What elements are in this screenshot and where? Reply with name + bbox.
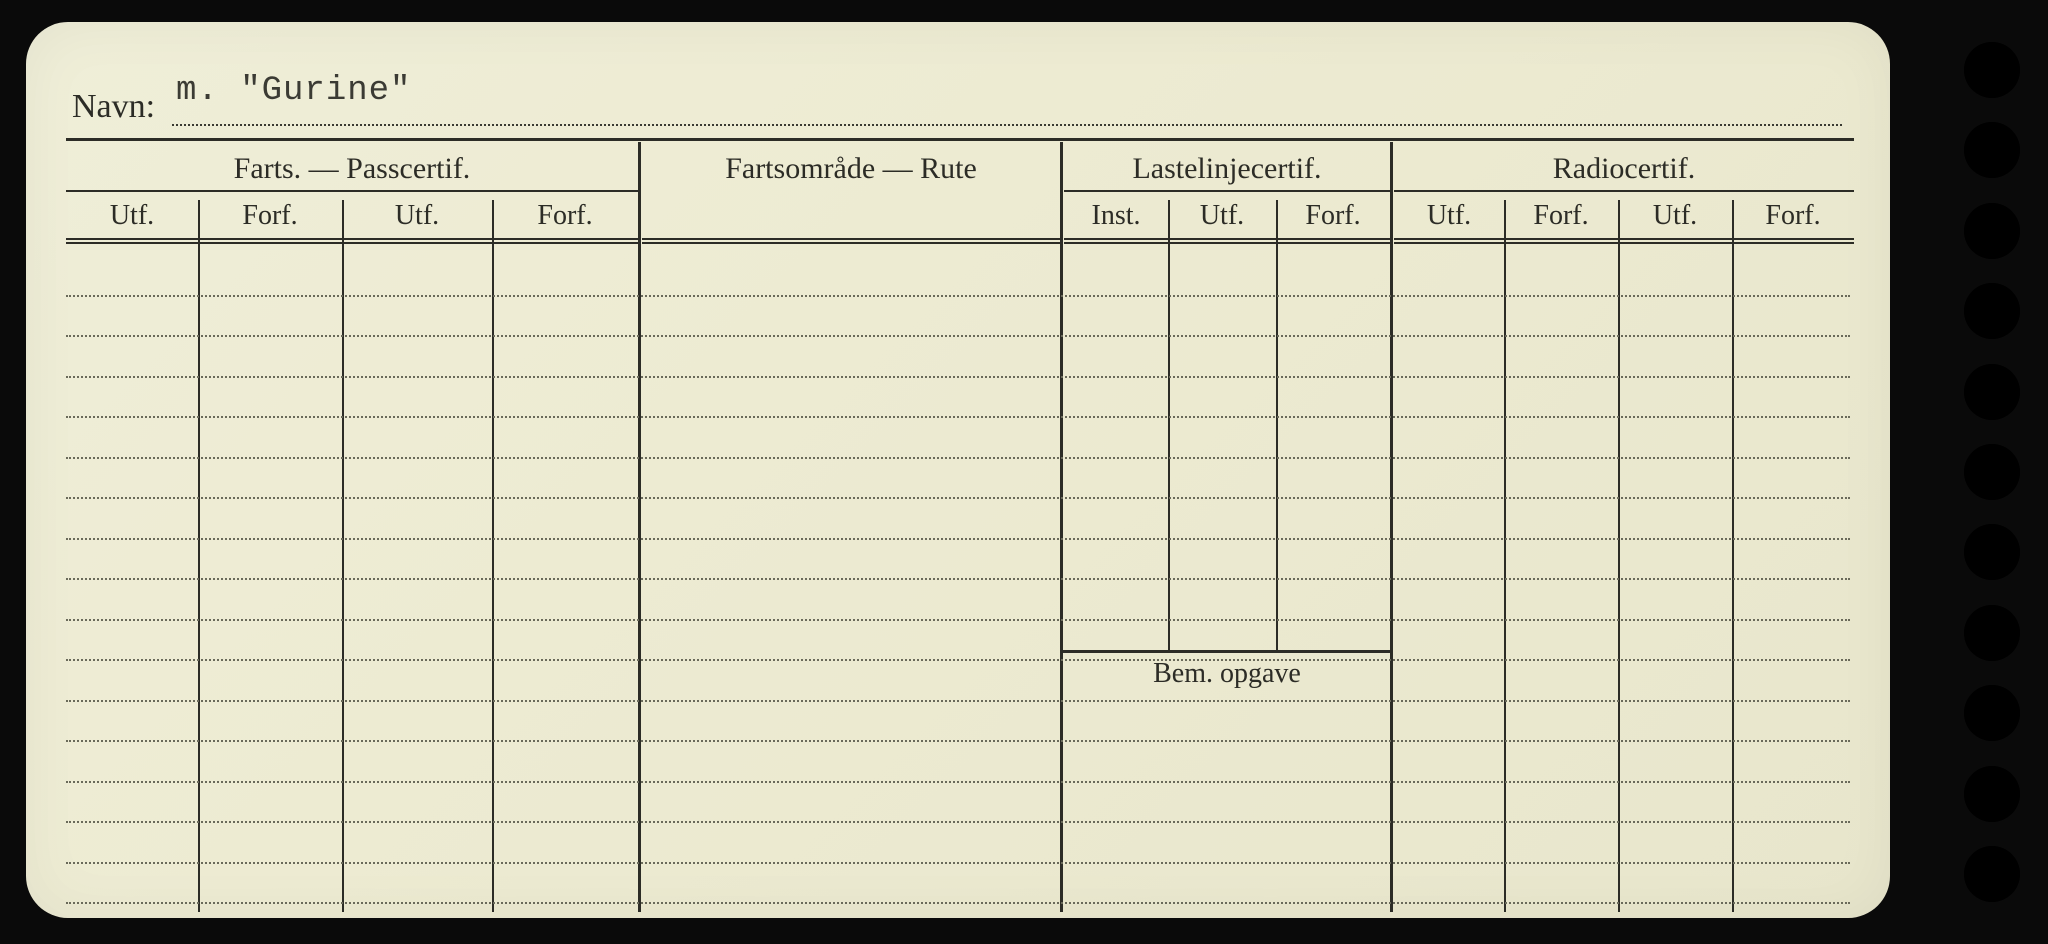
- double-rule-radio: [1394, 238, 1854, 244]
- group-title-lastelinje: Lastelinjecertif.: [1064, 152, 1390, 186]
- page: Navn: m. "Gurine" Farts. — Passcertif. F…: [0, 0, 2048, 944]
- dotted-row: [66, 902, 1850, 904]
- dotted-row: [66, 457, 1850, 459]
- double-rule-farts: [66, 238, 638, 244]
- col-farts-utf-2: Utf.: [342, 200, 492, 232]
- group-hr-laste: [1064, 190, 1390, 192]
- subheaders-laste: Inst. Utf. Forf.: [1064, 200, 1390, 236]
- col-farts-forf-1: Forf.: [198, 200, 342, 232]
- col-laste-inst: Inst.: [1064, 200, 1168, 232]
- col-farts-forf-2: Forf.: [492, 200, 638, 232]
- col-radio-utf-1: Utf.: [1394, 200, 1504, 232]
- col-laste-utf: Utf.: [1168, 200, 1276, 232]
- dotted-row: [66, 862, 1850, 864]
- dotted-row: [66, 335, 1850, 337]
- punch-holes: [1964, 42, 2020, 902]
- dotted-row: [66, 740, 1850, 742]
- punch-hole: [1964, 444, 2020, 500]
- dotted-row: [66, 376, 1850, 378]
- dotted-row: [66, 295, 1850, 297]
- dotted-row: [66, 619, 1850, 621]
- subheaders-radio: Utf. Forf. Utf. Forf.: [1394, 200, 1854, 236]
- punch-hole: [1964, 283, 2020, 339]
- dotted-row: [66, 700, 1850, 702]
- navn-dotted-rule: [172, 124, 1842, 126]
- data-rows: [66, 254, 1850, 912]
- top-rule: [66, 138, 1854, 141]
- dotted-row: [66, 538, 1850, 540]
- index-card: Navn: m. "Gurine" Farts. — Passcertif. F…: [26, 22, 1890, 918]
- punch-hole: [1964, 364, 2020, 420]
- punch-hole: [1964, 524, 2020, 580]
- bem-opgave-rule: [1062, 650, 1392, 653]
- group-title-fartsomrade: Fartsområde — Rute: [642, 152, 1060, 186]
- dotted-row: [66, 578, 1850, 580]
- double-rule-laste: [1064, 238, 1390, 244]
- typed-ship-name: m. "Gurine": [176, 72, 411, 110]
- dotted-row: [66, 781, 1850, 783]
- punch-hole: [1964, 42, 2020, 98]
- punch-hole: [1964, 203, 2020, 259]
- group-title-farts-pass: Farts. — Passcertif.: [66, 152, 638, 186]
- name-row: Navn: m. "Gurine": [72, 78, 1842, 132]
- col-laste-forf: Forf.: [1276, 200, 1390, 232]
- punch-hole: [1964, 122, 2020, 178]
- dotted-row: [66, 659, 1850, 661]
- group-hr-farts: [66, 190, 638, 192]
- col-farts-utf-1: Utf.: [66, 200, 198, 232]
- subheaders-farts: Utf. Forf. Utf. Forf.: [66, 200, 638, 236]
- col-radio-utf-2: Utf.: [1618, 200, 1732, 232]
- punch-hole: [1964, 685, 2020, 741]
- col-radio-forf-1: Forf.: [1504, 200, 1618, 232]
- col-radio-forf-2: Forf.: [1732, 200, 1854, 232]
- double-rule-omrade: [642, 238, 1060, 244]
- navn-label: Navn:: [72, 88, 155, 126]
- punch-hole: [1964, 605, 2020, 661]
- dotted-row: [66, 416, 1850, 418]
- group-hr-radio: [1394, 190, 1854, 192]
- bem-opgave-label: Bem. opgave: [1064, 658, 1390, 690]
- dotted-row: [66, 821, 1850, 823]
- punch-hole: [1964, 846, 2020, 902]
- dotted-row: [66, 497, 1850, 499]
- punch-hole: [1964, 766, 2020, 822]
- group-title-radio: Radiocertif.: [1394, 152, 1854, 186]
